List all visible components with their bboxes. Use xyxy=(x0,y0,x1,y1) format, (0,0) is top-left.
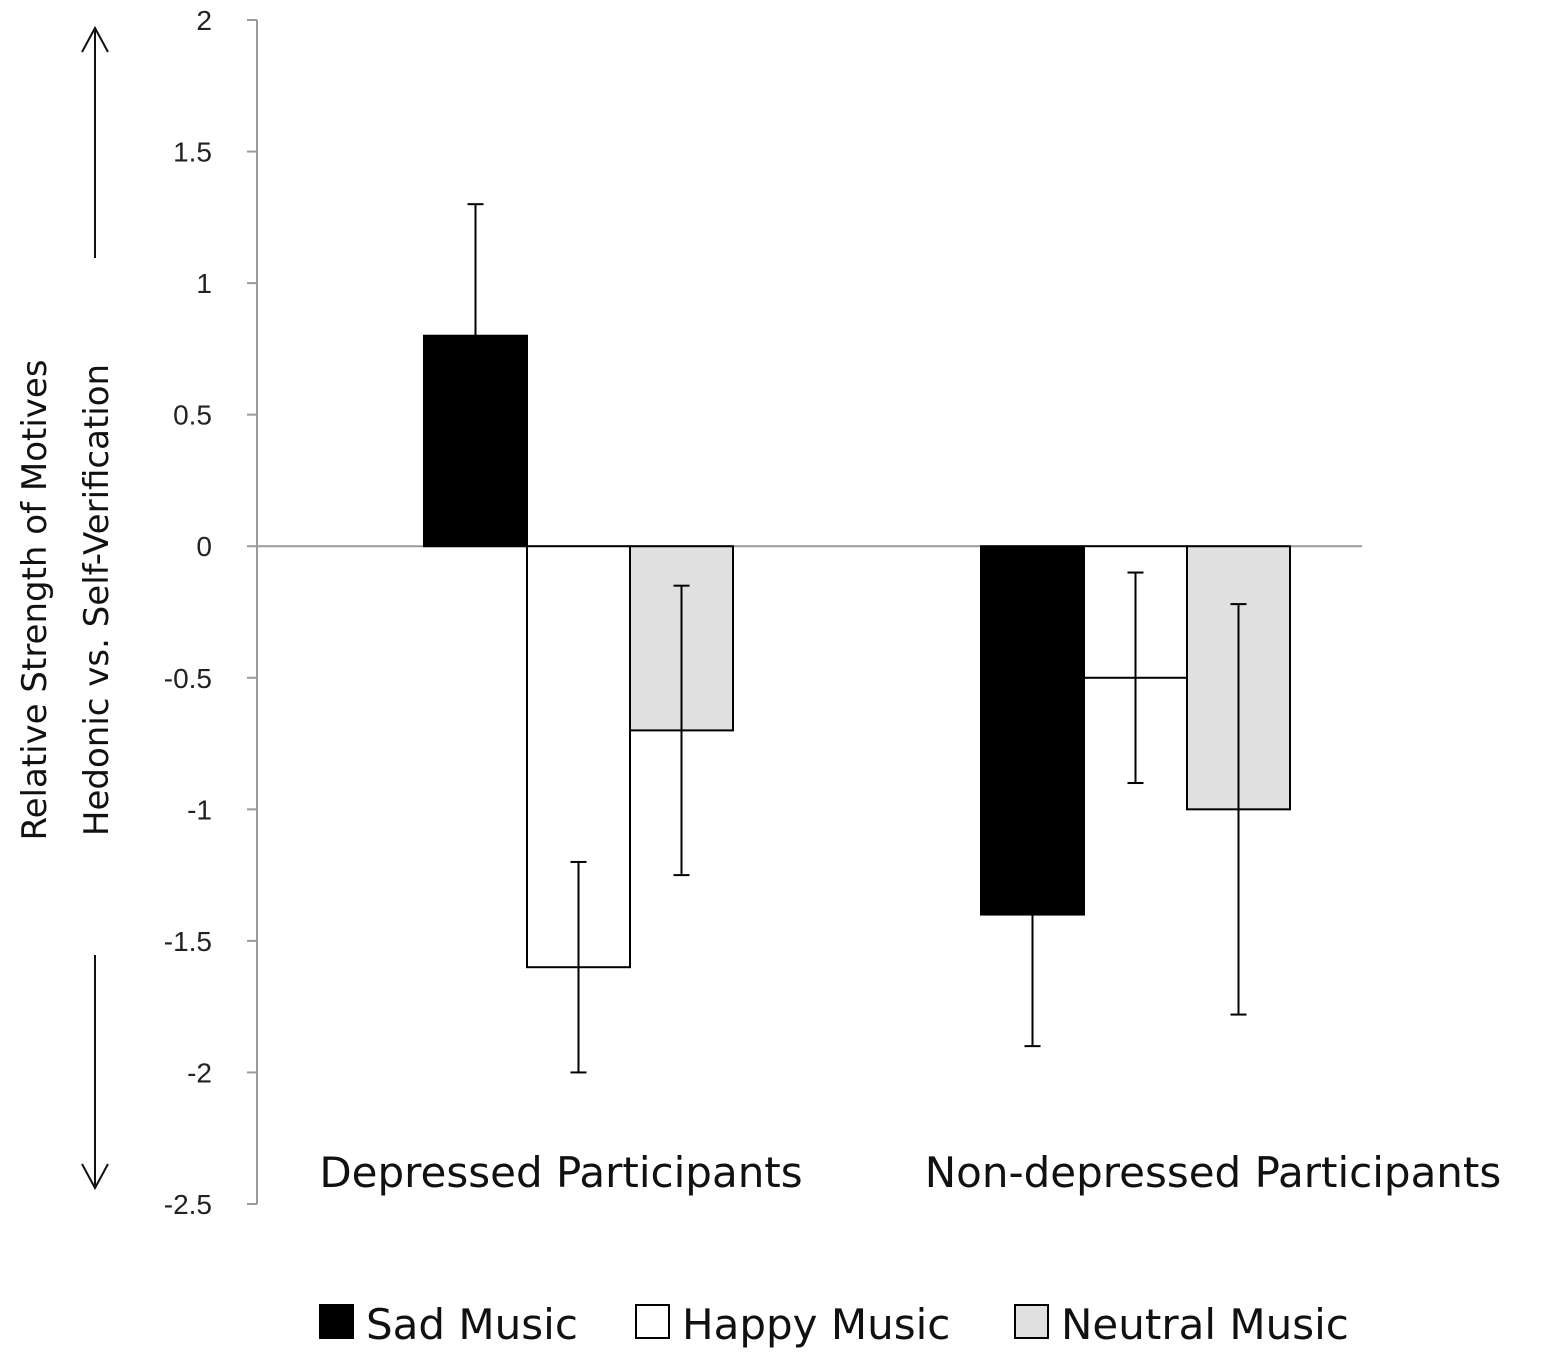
y-tick-label: 1 xyxy=(196,268,212,299)
category-labels: Depressed Participants Non-depressed Part… xyxy=(319,1148,1501,1197)
legend-swatch xyxy=(319,1304,354,1339)
legend-swatch xyxy=(1014,1304,1049,1339)
direction-arrows xyxy=(81,25,109,1191)
y-tick-label: 1.5 xyxy=(173,137,212,168)
y-axis-label-line: Hedonic vs. Self-Verification xyxy=(77,364,117,836)
y-axis: 2 1.5 1 0.5 0 -0.5 -1 -1.5 -2 -2.5 xyxy=(164,5,258,1220)
legend-label: Neutral Music xyxy=(1061,1300,1349,1349)
legend: Sad Music Happy Music Neutral Music xyxy=(319,1300,1349,1349)
legend-label: Sad Music xyxy=(366,1300,578,1349)
y-tick-label: -1 xyxy=(187,794,212,825)
error-bars xyxy=(467,203,1247,1074)
y-axis-label: Relative Strength of Motives Hedonic vs. … xyxy=(15,359,117,840)
down-arrow-head xyxy=(81,1163,109,1191)
category-label: Non-depressed Participants xyxy=(925,1148,1502,1197)
legend-label: Happy Music xyxy=(682,1300,950,1349)
legend-swatch xyxy=(635,1304,670,1339)
y-axis-label-line: Relative Strength of Motives xyxy=(15,359,55,840)
y-tick-label: -2 xyxy=(187,1057,212,1088)
y-tick-label: -1.5 xyxy=(164,926,212,957)
bars xyxy=(423,334,1291,969)
y-tick-label: 0.5 xyxy=(173,400,212,431)
y-tick-label: -0.5 xyxy=(164,663,212,694)
up-arrow-head xyxy=(81,25,109,53)
y-tick-label: 2 xyxy=(196,5,212,36)
y-tick-label: 0 xyxy=(196,531,212,562)
category-label: Depressed Participants xyxy=(319,1148,802,1197)
y-tick-label: -2.5 xyxy=(164,1189,212,1220)
